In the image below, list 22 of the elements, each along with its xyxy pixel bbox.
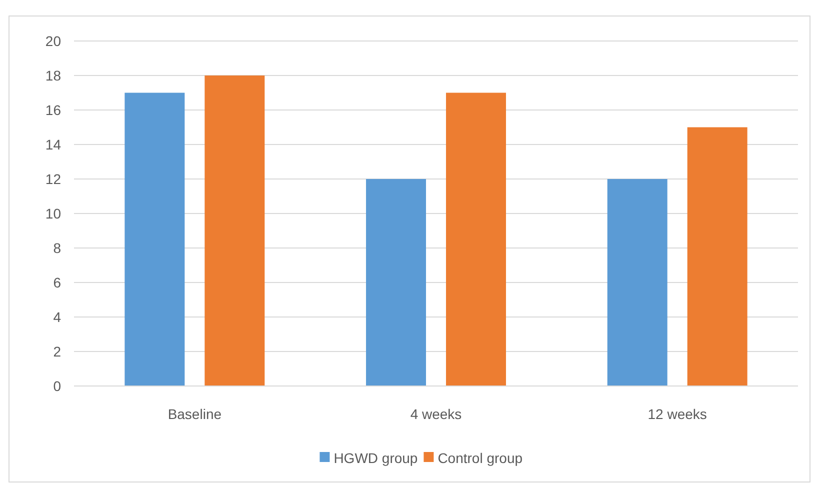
y-tick-label: 10 [45,205,62,222]
bar [124,92,185,386]
y-tick-label: 2 [53,343,62,360]
y-tick-label: 8 [53,240,62,256]
y-tick-label: 14 [45,136,62,152]
x-tick-label: 4 weeks [410,406,462,422]
y-tick-label: 6 [53,274,62,290]
y-tick-label: 0 [53,378,62,394]
bar [446,92,506,386]
legend-label: Control group [438,450,523,466]
legend-label: HGWD group [334,450,418,466]
bar [607,179,668,386]
bar [204,76,265,386]
y-tick-label: 16 [45,102,62,118]
x-tick-label: Baseline [168,406,222,422]
bar [687,127,748,386]
y-tick-label: 4 [53,308,62,325]
y-tick-label: 20 [45,32,62,49]
y-tick-label: 18 [45,67,62,84]
y-tick-label: 12 [45,170,62,187]
bar [366,179,426,386]
x-tick-label: 12 weeks [648,406,707,422]
